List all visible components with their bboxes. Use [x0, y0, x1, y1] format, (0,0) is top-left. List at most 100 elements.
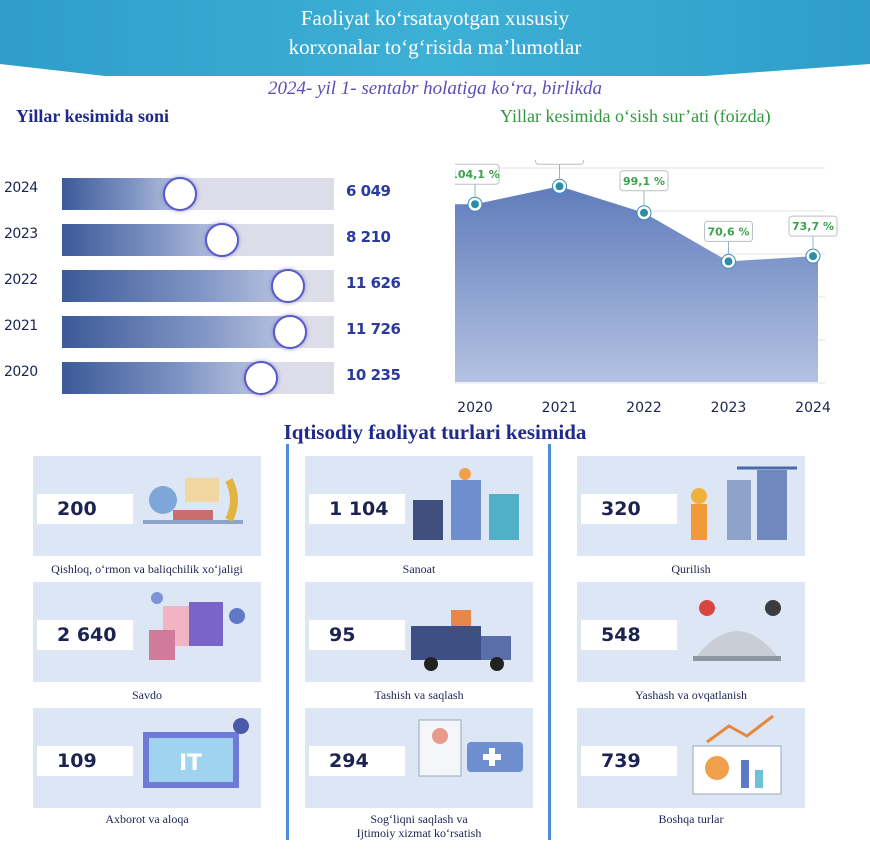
bar-row-2020: 2020 10 235 [0, 356, 410, 396]
truck-icon [411, 610, 511, 671]
data-label: 73,7 % [792, 220, 834, 233]
activity-card: 548 Yashash va ovqatlanish [577, 582, 805, 702]
activity-card: 294 Sog‘liqni saqlash va Ijtimoiy xizmat k… [305, 708, 533, 840]
activity-label: Savdo [132, 688, 162, 702]
title-line-1: Faoliyat ko‘rsatayotgan xususiy [300, 6, 570, 30]
healthcare-icon [418, 719, 523, 777]
activity-card: 95 Tashish va saqlash [305, 582, 533, 702]
x-tick-label: 2023 [711, 400, 747, 416]
bar [62, 224, 222, 256]
area-chart: 104,1 % 2020 114,6 % 2021 99,1 % 2022 70,6 % 20… [455, 160, 838, 416]
x-tick-label: 2024 [795, 400, 831, 416]
activity-count: 2 640 [37, 620, 133, 650]
agriculture-icon [143, 478, 243, 524]
bar-value-label: 6 049 [346, 182, 391, 200]
data-point [724, 257, 733, 266]
activity-card: 1 104 Sanoat [305, 456, 533, 576]
bar-track [62, 361, 334, 395]
bar-track [62, 223, 334, 257]
data-label-box [788, 215, 838, 237]
activity-label: Sanoat [402, 562, 436, 576]
data-label: 70,6 % [708, 225, 750, 238]
data-label-box [704, 220, 753, 242]
activity-label: Sog‘liqni saqlash va Ijtimoiy xizmat ko‘r… [356, 812, 482, 840]
banner-left-notch [0, 64, 105, 76]
data-label: 99,1 % [623, 175, 665, 188]
bar-value-label: 11 626 [346, 274, 401, 292]
bar-track [62, 177, 334, 211]
area-series [455, 186, 818, 382]
data-point [640, 208, 648, 217]
bar-value-label: 10 235 [346, 366, 401, 384]
bar [62, 270, 288, 302]
subtitle: 2024- yil 1- sentabr holatiga ko‘ra, bir… [267, 78, 603, 99]
bar-end-marker [243, 361, 278, 395]
area-chart-title: Yillar kesimida o‘sish sur’ati (foizda) [500, 106, 771, 126]
x-tick-label: 2020 [457, 400, 493, 416]
data-point [809, 252, 817, 261]
activity-card: 200 Qishloq, o‘rmon va baliqchilik xo‘jal… [33, 456, 261, 576]
bar-value-label: 11 726 [346, 320, 401, 338]
activity-label: Yashash va ovqatlanish [634, 688, 748, 702]
activity-count: 294 [309, 746, 405, 776]
activity-label: Qurilish [671, 562, 711, 576]
bar-track [62, 315, 334, 349]
x-tick-label: 2022 [626, 400, 662, 416]
bar-category-label: 2021 [4, 318, 38, 334]
data-label: 104,1 % [455, 168, 500, 181]
bar-end-marker [204, 223, 239, 257]
it-icon: IT [143, 718, 249, 788]
column-divider [548, 444, 551, 840]
activity-card: 320 Qurilish [577, 456, 805, 576]
activity-label: Qishloq, o‘rmon va baliqchilik xo‘jaligi [51, 562, 243, 576]
bar-category-label: 2022 [4, 272, 38, 288]
construction-icon [691, 466, 797, 540]
shopping-icon [149, 592, 245, 660]
bar-row-2024: 2024 6 049 [0, 172, 410, 212]
bar-row-2022: 2022 11 626 [0, 264, 410, 304]
activity-label: Axborot va aloqa [105, 812, 189, 826]
header-banner: Faoliyat ko‘rsatayotgan xususiy korxonal… [0, 0, 870, 76]
activity-label: Boshqa turlar [658, 812, 724, 826]
section-title: Iqtisodiy faoliyat turlari kesimida [283, 420, 587, 444]
data-point [555, 182, 564, 191]
svg-text:IT: IT [179, 751, 202, 776]
bar-track [62, 269, 334, 303]
activity-count: 320 [581, 494, 677, 524]
title-line-2: korxonalar to‘g‘risida ma’lumotlar [288, 35, 582, 59]
activity-count: 548 [581, 620, 677, 650]
x-tick-label: 2021 [542, 400, 578, 416]
activity-card: 739 Boshqa turlar [577, 708, 805, 826]
activity-label: Tashish va saqlash [374, 688, 464, 702]
bar-value-label: 8 210 [346, 228, 391, 246]
bar-row-2023: 2023 8 210 [0, 218, 410, 258]
activity-count: 109 [37, 746, 133, 776]
bar-end-marker [272, 315, 307, 349]
activity-count: 200 [37, 494, 133, 524]
analytics-icon [692, 714, 782, 795]
activity-card: 109 IT Axborot va aloqa [33, 708, 261, 826]
industry-icon [413, 468, 519, 540]
banner-right-notch [705, 64, 870, 76]
data-point [471, 200, 479, 209]
data-label: 114,6 % [535, 160, 585, 161]
bar-category-label: 2023 [4, 226, 38, 242]
data-label-box [535, 160, 584, 165]
hotel-food-icon [693, 600, 781, 661]
page-title: Faoliyat ko‘rsatayotgan xususiy korxonal… [0, 4, 870, 62]
bar-end-marker [162, 177, 197, 211]
bar-row-2021: 2021 11 726 [0, 310, 410, 350]
data-label-box [455, 163, 500, 185]
bar [62, 362, 261, 394]
activity-count: 1 104 [309, 494, 405, 524]
activity-count: 739 [581, 746, 677, 776]
bar-category-label: 2024 [4, 180, 38, 196]
bar-chart-title: Yillar kesimida soni [16, 106, 170, 126]
activity-count: 95 [309, 620, 405, 650]
bar-category-label: 2020 [4, 364, 38, 380]
bar-end-marker [270, 269, 305, 303]
bar [62, 316, 290, 348]
column-divider [286, 444, 289, 840]
data-label-box [619, 170, 669, 192]
activity-card: 2 640 Savdo [33, 582, 261, 702]
